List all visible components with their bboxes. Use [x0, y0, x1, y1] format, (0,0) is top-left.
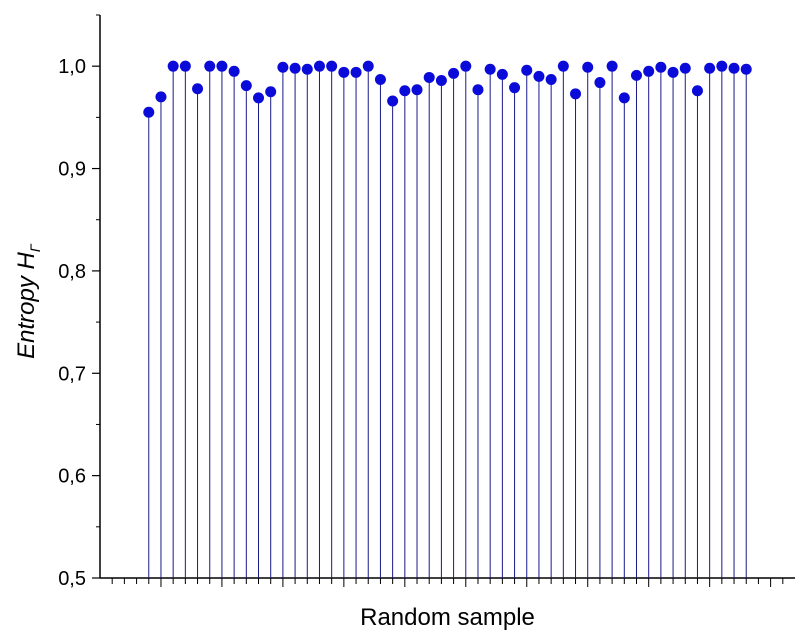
data-point: [460, 60, 472, 72]
y-tick-label: 0,7: [58, 363, 86, 385]
y-axis-label-subscript: Γ: [27, 243, 43, 252]
data-point: [557, 60, 569, 72]
data-point: [167, 60, 179, 72]
data-point: [667, 66, 679, 78]
data-point: [179, 60, 191, 72]
data-point: [496, 68, 508, 80]
data-point: [277, 61, 289, 73]
data-point: [728, 62, 740, 74]
data-point: [411, 84, 423, 96]
data-point: [326, 60, 338, 72]
data-point: [240, 80, 252, 92]
data-point: [716, 60, 728, 72]
data-point: [350, 66, 362, 78]
data-point: [630, 69, 642, 81]
y-tick-label: 0,6: [58, 466, 86, 488]
data-point: [399, 85, 411, 97]
data-point: [435, 75, 447, 87]
data-point: [143, 106, 155, 118]
data-point: [606, 60, 618, 72]
tick-labels: 0,5 0,6 0,7 0,8 0,9 1,0: [58, 56, 86, 590]
data-point: [289, 62, 301, 74]
y-axis-label: Entropy HΓ: [13, 243, 43, 359]
y-tick-label: 0,9: [58, 159, 86, 181]
data-point: [582, 61, 594, 73]
x-axis-label: Random sample: [360, 604, 535, 631]
data-point: [423, 71, 435, 83]
data-point: [472, 84, 484, 96]
data-point: [521, 64, 533, 76]
data-point: [265, 86, 277, 98]
data-point: [679, 62, 691, 74]
data-point: [533, 70, 545, 82]
data-point: [228, 65, 240, 77]
data-point: [216, 60, 228, 72]
data-point: [448, 67, 460, 79]
y-tick-label: 1,0: [58, 56, 86, 78]
data-point: [594, 77, 606, 89]
axes: [92, 14, 795, 587]
data-point: [313, 60, 325, 72]
data-point: [204, 60, 216, 72]
data-points: [143, 60, 752, 118]
data-point: [387, 95, 399, 107]
data-point: [301, 63, 313, 75]
data-point: [253, 92, 265, 104]
data-point: [704, 62, 716, 74]
stem-lines: [148, 66, 747, 578]
data-point: [618, 92, 630, 104]
data-point: [192, 83, 204, 95]
data-point: [643, 65, 655, 77]
data-point: [338, 66, 350, 78]
data-point: [484, 63, 496, 75]
data-point: [655, 61, 667, 73]
data-point: [362, 60, 374, 72]
data-point: [509, 82, 521, 94]
y-axis-label-main: Entropy H: [13, 251, 40, 358]
data-point: [691, 85, 703, 97]
data-point: [374, 73, 386, 85]
data-point: [155, 91, 167, 103]
data-point: [545, 73, 557, 85]
data-point: [570, 88, 582, 100]
y-tick-label: 0,5: [58, 568, 86, 590]
y-tick-label: 0,8: [58, 261, 86, 283]
data-point: [740, 63, 752, 75]
